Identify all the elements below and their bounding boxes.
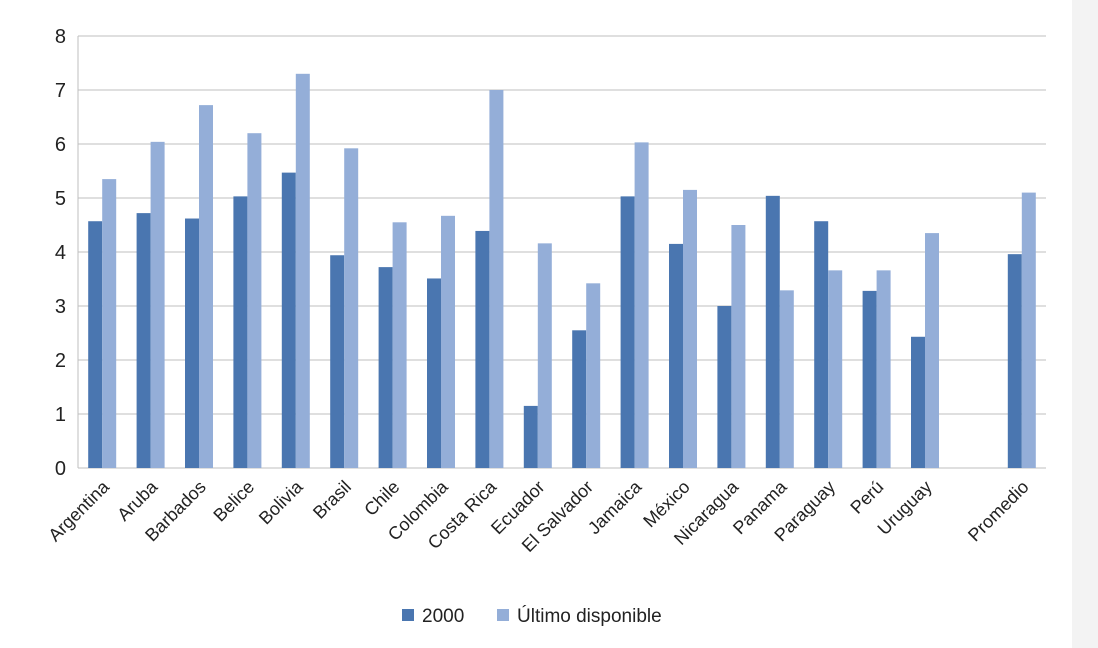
bar-series-2000-Argentina: [88, 221, 103, 468]
x-tick-label: Chile: [360, 477, 403, 520]
bar-series-ultimo-Ecuador: [537, 243, 552, 468]
bar-series-ultimo-Barbados: [199, 105, 213, 469]
bar-series-2000-Colombia: [427, 278, 441, 468]
y-tick-label: 3: [55, 296, 66, 318]
legend-swatch: [497, 609, 509, 621]
gridlines: [77, 35, 1046, 469]
bar-series-ultimo-México: [683, 189, 697, 468]
y-tick-label: 7: [55, 80, 66, 102]
bar-series-ultimo-Aruba: [150, 141, 165, 468]
legend-label: 2000: [422, 606, 464, 627]
y-tick-label: 0: [55, 458, 66, 480]
bar-series-ultimo-Chile: [392, 222, 407, 468]
bar-series-ultimo-Promedio: [1021, 192, 1036, 468]
y-tick-label: 2: [55, 350, 66, 372]
bars: [88, 73, 1036, 469]
bar-series-2000-Ecuador: [523, 405, 538, 468]
bar-series-2000-Aruba: [136, 213, 151, 468]
bar-series-ultimo-Brasil: [344, 148, 359, 468]
bar-series-2000-Bolivia: [281, 172, 296, 468]
bar-series-2000-Perú: [862, 290, 877, 468]
bar-series-ultimo-Argentina: [102, 179, 117, 468]
bar-series-ultimo-El Salvador: [586, 283, 601, 468]
x-tick-label: Promedio: [964, 477, 1033, 546]
bar-series-ultimo-Uruguay: [925, 233, 939, 468]
bar-series-ultimo-Nicaragua: [731, 225, 746, 468]
x-tick-label: Perú: [846, 477, 887, 518]
bar-series-2000-Jamaica: [620, 196, 635, 468]
bar-series-2000-Nicaragua: [717, 306, 732, 468]
y-tick-label: 5: [55, 188, 66, 210]
bar-series-2000-Uruguay: [911, 336, 925, 468]
x-tick-label: Jamaica: [584, 476, 646, 538]
y-tick-label: 8: [55, 26, 66, 48]
y-tick-label: 1: [55, 404, 66, 426]
x-tick-label: Belice: [209, 477, 258, 526]
y-tick-label: 6: [55, 134, 66, 156]
bar-series-ultimo-Paraguay: [828, 270, 843, 468]
bar-series-2000-Panama: [765, 195, 780, 468]
bar-series-2000-Chile: [378, 267, 393, 468]
x-tick-label: Bolivia: [255, 476, 307, 528]
bar-series-2000-Costa Rica: [475, 230, 490, 468]
bar-series-2000-Barbados: [185, 218, 199, 468]
bar-series-ultimo-Belice: [247, 133, 262, 468]
legend-swatch: [402, 609, 414, 621]
bar-series-2000-Belice: [233, 196, 248, 468]
bar-series-2000-Paraguay: [814, 221, 829, 468]
x-tick-label: Brasil: [309, 477, 355, 523]
x-tick-label: Uruguay: [874, 477, 936, 539]
bar-series-ultimo-Perú: [876, 270, 891, 468]
y-tick-label: 4: [55, 242, 66, 264]
y-axis-ticks: 0 1 2 3 4 5 6 7 8: [55, 26, 66, 480]
legend-label: Último disponible: [517, 605, 662, 627]
bar-series-2000-México: [669, 243, 683, 468]
bar-series-ultimo-Colombia: [441, 215, 455, 468]
bar-series-ultimo-Bolivia: [295, 73, 310, 469]
x-tick-label: Argentina: [44, 476, 113, 545]
bar-series-2000-Brasil: [330, 255, 345, 468]
bar-series-ultimo-Jamaica: [634, 142, 649, 468]
right-edge-strip: [1072, 0, 1098, 648]
bar-series-ultimo-Panama: [779, 290, 794, 468]
bar-series-2000-Promedio: [1007, 254, 1022, 468]
legend: 2000 Último disponible: [402, 605, 662, 627]
bar-series-2000-El Salvador: [572, 330, 587, 468]
bar-series-ultimo-Costa Rica: [489, 90, 504, 468]
